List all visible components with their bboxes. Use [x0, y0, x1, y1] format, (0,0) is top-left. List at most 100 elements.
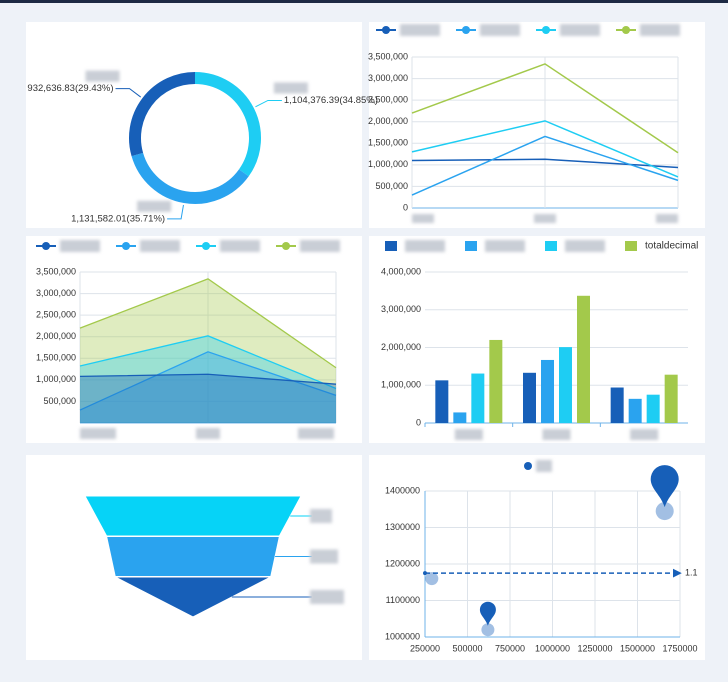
legend-icon [42, 242, 50, 250]
y-tick-label: 3,000,000 [368, 73, 408, 83]
y-tick-label: 2,500,000 [36, 310, 76, 320]
legend-icon [282, 242, 290, 250]
series-area [80, 278, 336, 423]
series-line [79, 278, 337, 369]
blurred-label [137, 200, 172, 212]
series-area [80, 374, 336, 423]
bar [664, 374, 678, 423]
blurred-label [412, 214, 434, 223]
y-tick-label: 1400000 [385, 485, 420, 495]
legend-icon [122, 242, 130, 250]
funnel-level [84, 495, 302, 537]
y-tick-label: 1000000 [385, 631, 420, 641]
blurred-label [560, 24, 600, 36]
slice-label: 1,104,376.39(34.85%) [284, 95, 378, 106]
y-tick-label: 1,000,000 [368, 159, 408, 169]
series-line [411, 158, 679, 169]
bar [453, 412, 467, 423]
y-tick-label: 3,000,000 [381, 304, 421, 314]
bar [489, 339, 503, 423]
blurred-label [85, 70, 120, 82]
bar [435, 380, 449, 423]
y-tick-label: 1100000 [386, 595, 420, 605]
series-line [411, 63, 679, 154]
blurred-label [196, 428, 220, 439]
series-line [79, 373, 337, 385]
y-tick-label: 3,500,000 [368, 51, 408, 61]
mark-pin [479, 601, 496, 626]
donut-slice [194, 72, 261, 177]
blurred-label [310, 549, 338, 564]
blurred-label [273, 82, 308, 94]
bar [577, 295, 590, 423]
bar [628, 398, 642, 423]
blurred-label [60, 240, 100, 252]
donut-slice [131, 152, 249, 204]
point [655, 502, 674, 521]
y-tick-label: 2,000,000 [381, 342, 421, 352]
blurred-label [405, 240, 445, 252]
x-tick-label: 750000 [495, 643, 525, 653]
blurred-label [310, 590, 344, 604]
series-line [411, 120, 679, 178]
funnel-level [105, 536, 281, 577]
y-tick-label: 500,000 [375, 181, 408, 191]
blurred-label [80, 428, 116, 439]
y-tick-label: 0 [416, 417, 421, 427]
y-tick-label: 2,000,000 [36, 331, 76, 341]
y-tick-label: 0 [403, 202, 408, 212]
mark-pin [650, 465, 679, 508]
bar [541, 359, 554, 423]
legend-icon [542, 26, 550, 34]
leader-line [167, 204, 184, 220]
donut-slice [129, 72, 196, 157]
blurred-label [565, 240, 605, 252]
blurred-label [300, 240, 340, 252]
x-tick-label: 250000 [410, 643, 440, 653]
blurred-label [140, 240, 180, 252]
y-tick-label: 1,500,000 [36, 353, 76, 363]
legend-icon [385, 241, 397, 251]
point [425, 572, 439, 586]
bar [610, 387, 624, 423]
blurred-label [400, 24, 440, 36]
top-bar [0, 0, 728, 3]
bar [523, 372, 536, 423]
blurred-label [656, 214, 678, 223]
blurred-label [534, 214, 556, 223]
y-tick-label: 2,000,000 [368, 116, 408, 126]
legend-icon [382, 26, 390, 34]
bar [646, 394, 660, 423]
blurred-label [630, 429, 659, 440]
blurred-label [298, 428, 334, 439]
y-tick-label: 2,500,000 [368, 95, 408, 105]
series-area [80, 335, 336, 423]
legend-icon [622, 26, 630, 34]
slice-label: 1,131,582.01(35.71%) [71, 213, 165, 224]
blurred-label [454, 429, 483, 440]
point [481, 623, 495, 637]
legend-icon [625, 241, 637, 251]
blurred-label [542, 429, 571, 440]
panel [369, 22, 705, 228]
mark-line-label: 1.1 [685, 568, 698, 578]
legend-icon [524, 462, 532, 470]
y-tick-label: 1,000,000 [36, 374, 76, 384]
bar [471, 373, 485, 423]
y-tick-label: 1,500,000 [368, 138, 408, 148]
blurred-label [480, 24, 520, 36]
x-tick-label: 1250000 [577, 643, 612, 653]
mark-line-start [423, 571, 427, 576]
series-line [411, 135, 679, 196]
x-tick-label: 1000000 [535, 643, 570, 653]
legend-icon [202, 242, 210, 250]
x-tick-label: 1750000 [662, 643, 697, 653]
legend-icon [465, 241, 477, 251]
y-tick-label: 3,500,000 [36, 266, 76, 276]
y-tick-label: 3,000,000 [36, 288, 76, 298]
blurred-label [220, 240, 260, 252]
legend-icon [545, 241, 557, 251]
series-line [79, 335, 337, 390]
bar [559, 347, 572, 423]
